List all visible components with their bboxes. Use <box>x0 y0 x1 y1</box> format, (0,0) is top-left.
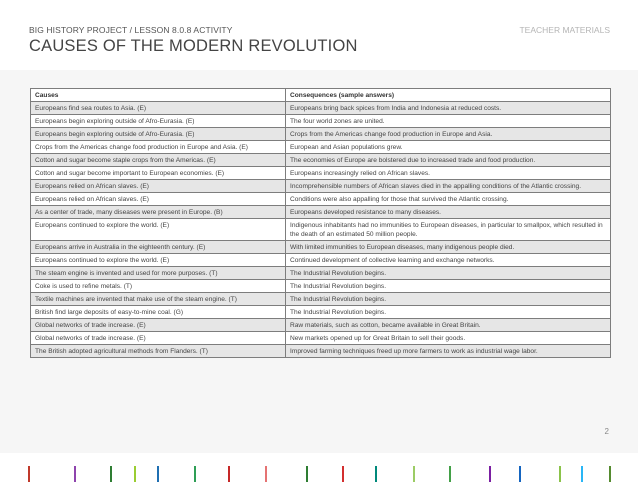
consequences-header: Consequences (sample answers) <box>285 88 611 102</box>
consequence-cell: Continued development of collective lear… <box>285 253 611 267</box>
consequence-cell: Raw materials, such as cotton, became av… <box>285 318 611 332</box>
consequence-cell: Europeans developed resistance to many d… <box>285 205 611 219</box>
consequence-cell: The Industrial Revolution begins. <box>285 266 611 280</box>
cause-cell: Textile machines are invented that make … <box>30 292 286 306</box>
table-row: Crops from the Americas change food prod… <box>30 140 611 154</box>
consequence-cell: The Industrial Revolution begins. <box>285 279 611 293</box>
consequence-cell: Conditions were also appalling for those… <box>285 192 611 206</box>
footer-bar <box>306 466 308 482</box>
table-row: Europeans find sea routes to Asia. (E) Eu… <box>30 101 611 115</box>
footer-bar <box>609 466 611 482</box>
cause-cell: Europeans relied on African slaves. (E) <box>30 192 286 206</box>
footer-bar <box>519 466 521 482</box>
footer-bar <box>559 466 561 482</box>
cause-cell: Coke is used to refine metals. (T) <box>30 279 286 293</box>
consequence-cell: The Industrial Revolution begins. <box>285 305 611 319</box>
footer-color-bars <box>0 466 638 493</box>
cause-cell: Global networks of trade increase. (E) <box>30 318 286 332</box>
table-row: Europeans begin exploring outside of Afr… <box>30 114 611 128</box>
footer-bar <box>581 466 583 482</box>
table-row: Cotton and sugar become staple crops fro… <box>30 153 611 167</box>
footer-bar <box>194 466 196 482</box>
cause-cell: Europeans continued to explore the world… <box>30 253 286 267</box>
footer-bar <box>228 466 230 482</box>
table-row: Europeans begin exploring outside of Afr… <box>30 127 611 141</box>
consequence-cell: Indigenous inhabitants had no immunities… <box>285 218 611 241</box>
footer-bar <box>342 466 344 482</box>
cause-cell: Global networks of trade increase. (E) <box>30 331 286 345</box>
footer-bar <box>375 466 377 482</box>
consequence-cell: Crops from the Americas change food prod… <box>285 127 611 141</box>
causes-header: Causes <box>30 88 286 102</box>
table-row: Europeans continued to explore the world… <box>30 253 611 267</box>
footer-bar <box>449 466 451 482</box>
table-row: Europeans continued to explore the world… <box>30 218 611 241</box>
consequence-cell: The economies of Europe are bolstered du… <box>285 153 611 167</box>
table-row: Global networks of trade increase. (E) Ra… <box>30 318 611 332</box>
cause-cell: Cotton and sugar become important to Eur… <box>30 166 286 180</box>
consequence-cell: New markets opened up for Great Britain … <box>285 331 611 345</box>
header: BIG HISTORY PROJECT / LESSON 8.0.8 ACTIV… <box>0 0 638 70</box>
footer-bar <box>489 466 491 482</box>
cause-cell: The British adopted agricultural methods… <box>30 344 286 358</box>
table-row: Coke is used to refine metals. (T) The In… <box>30 279 611 293</box>
cause-cell: Cotton and sugar become staple crops fro… <box>30 153 286 167</box>
consequence-cell: European and Asian populations grew. <box>285 140 611 154</box>
cause-cell: Europeans continued to explore the world… <box>30 218 286 241</box>
cause-cell: As a center of trade, many diseases were… <box>30 205 286 219</box>
table-row: Europeans relied on African slaves. (E) I… <box>30 179 611 193</box>
table-body: Europeans find sea routes to Asia. (E) Eu… <box>30 101 611 358</box>
footer-bar <box>110 466 112 482</box>
page-number: 2 <box>604 427 609 436</box>
table-row: Cotton and sugar become important to Eur… <box>30 166 611 180</box>
cause-cell: Europeans begin exploring outside of Afr… <box>30 127 286 141</box>
cause-cell: Europeans arrive in Australia in the eig… <box>30 240 286 254</box>
table-row: As a center of trade, many diseases were… <box>30 205 611 219</box>
footer-bar <box>265 466 267 482</box>
table-row: Textile machines are invented that make … <box>30 292 611 306</box>
table-row: Global networks of trade increase. (E) Ne… <box>30 331 611 345</box>
consequence-cell: Incomprehensible numbers of African slav… <box>285 179 611 193</box>
footer-bar <box>157 466 159 482</box>
consequence-cell: With limited immunities to European dise… <box>285 240 611 254</box>
footer-bar <box>413 466 415 482</box>
cause-cell: Europeans find sea routes to Asia. (E) <box>30 101 286 115</box>
page-title: CAUSES OF THE MODERN REVOLUTION <box>29 37 358 55</box>
footer-bar <box>74 466 76 482</box>
cause-cell: British find large deposits of easy-to-m… <box>30 305 286 319</box>
consequence-cell: Europeans increasingly relied on African… <box>285 166 611 180</box>
consequence-cell: Europeans bring back spices from India a… <box>285 101 611 115</box>
cause-cell: Crops from the Americas change food prod… <box>30 140 286 154</box>
consequence-cell: The four world zones are united. <box>285 114 611 128</box>
cause-cell: The steam engine is invented and used fo… <box>30 266 286 280</box>
table-row: Europeans arrive in Australia in the eig… <box>30 240 611 254</box>
cause-cell: Europeans relied on African slaves. (E) <box>30 179 286 193</box>
teacher-materials-label: TEACHER MATERIALS <box>519 25 610 35</box>
footer-bar <box>134 466 136 482</box>
footer-bar <box>28 466 30 482</box>
consequence-cell: Improved farming techniques freed up mor… <box>285 344 611 358</box>
lesson-kicker: BIG HISTORY PROJECT / LESSON 8.0.8 ACTIV… <box>29 25 233 35</box>
consequence-cell: The Industrial Revolution begins. <box>285 292 611 306</box>
table-header-row: Causes Consequences (sample answers) <box>30 88 611 102</box>
table-row: Europeans relied on African slaves. (E) C… <box>30 192 611 206</box>
cause-cell: Europeans begin exploring outside of Afr… <box>30 114 286 128</box>
table-row: British find large deposits of easy-to-m… <box>30 305 611 319</box>
table-row: The British adopted agricultural methods… <box>30 344 611 358</box>
table-row: The steam engine is invented and used fo… <box>30 266 611 280</box>
causes-consequences-table: Causes Consequences (sample answers) Eur… <box>30 88 611 358</box>
